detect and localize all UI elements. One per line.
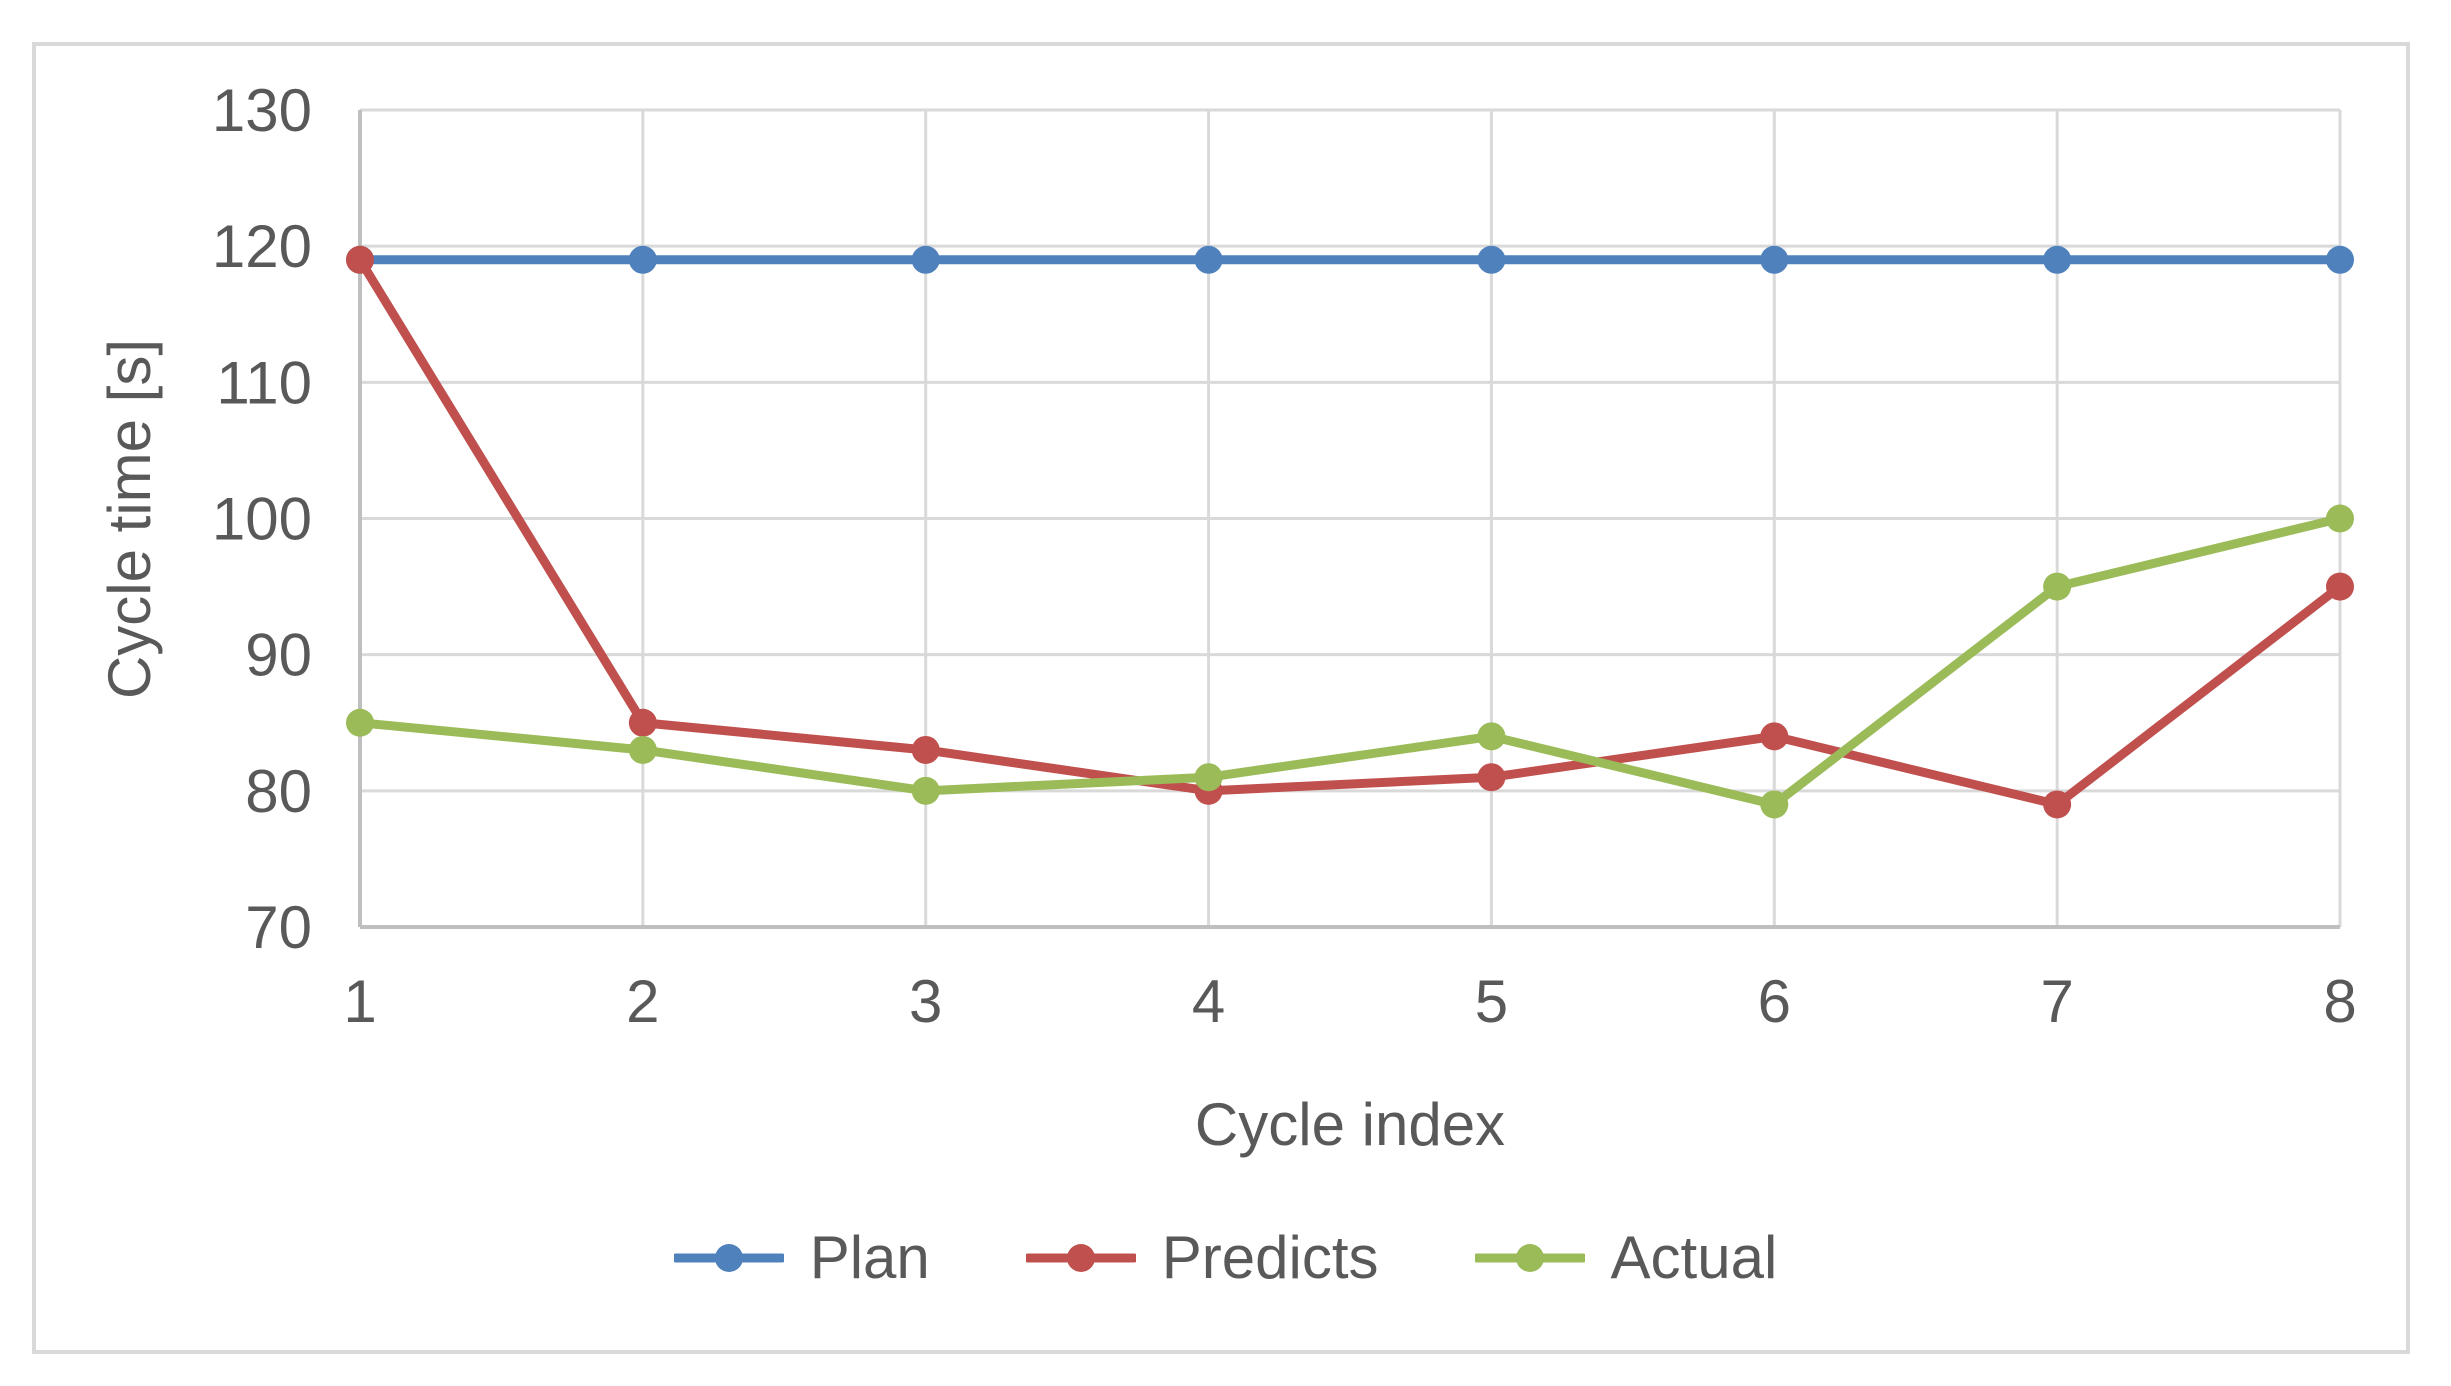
x-tick-label-1: 1 xyxy=(343,968,376,1035)
marker-actual-3 xyxy=(911,776,940,805)
series-layer xyxy=(346,245,2354,819)
marker-predicts-1 xyxy=(346,245,374,274)
marker-predicts-6 xyxy=(1760,722,1789,751)
x-tick-label-3: 3 xyxy=(909,968,942,1035)
legend-item-actual: Actual xyxy=(1474,1224,1778,1291)
legend-dot-actual xyxy=(1515,1244,1544,1272)
marker-plan-8 xyxy=(2326,245,2354,274)
legend-label-actual: Actual xyxy=(1610,1224,1778,1291)
y-tick-label-120: 120 xyxy=(212,213,312,280)
marker-plan-6 xyxy=(1760,245,1789,274)
x-tick-label-8: 8 xyxy=(2323,968,2356,1035)
y-axis-title: Cycle time [s] xyxy=(96,339,163,699)
x-axis-title: Cycle index xyxy=(1195,1091,1505,1158)
chart-legend: Plan Predicts Actual xyxy=(0,1228,2451,1288)
legend-marker-actual-icon xyxy=(1474,1244,1585,1272)
y-tick-label-110: 110 xyxy=(216,349,312,416)
marker-actual-4 xyxy=(1194,763,1223,792)
x-tick-label-6: 6 xyxy=(1758,968,1791,1035)
y-tick-label-70: 70 xyxy=(245,894,312,961)
y-tick-label-80: 80 xyxy=(245,758,312,825)
marker-actual-1 xyxy=(346,708,374,737)
marker-predicts-2 xyxy=(628,708,657,737)
marker-actual-5 xyxy=(1477,722,1506,751)
legend-label-predicts: Predicts xyxy=(1161,1224,1379,1291)
marker-plan-4 xyxy=(1194,245,1223,274)
marker-predicts-8 xyxy=(2326,572,2354,601)
y-tick-label-130: 130 xyxy=(212,77,312,144)
marker-actual-2 xyxy=(628,735,657,764)
x-tick-label-2: 2 xyxy=(626,968,659,1035)
y-tick-label-100: 100 xyxy=(212,486,312,553)
x-axis-tick-labels: 1 2 3 4 5 6 7 8 xyxy=(343,968,2356,1035)
marker-predicts-5 xyxy=(1477,763,1506,792)
marker-actual-8 xyxy=(2326,504,2354,533)
x-tick-label-7: 7 xyxy=(2040,968,2073,1035)
legend-item-plan: Plan xyxy=(673,1224,930,1291)
legend-marker-predicts-icon xyxy=(1025,1244,1136,1272)
marker-actual-7 xyxy=(2043,572,2072,601)
legend-label-plan: Plan xyxy=(809,1224,930,1291)
marker-predicts-7 xyxy=(2043,790,2072,819)
marker-predicts-3 xyxy=(911,735,940,764)
legend-item-predicts: Predicts xyxy=(1025,1224,1379,1291)
legend-marker-plan-icon xyxy=(673,1244,784,1272)
marker-plan-2 xyxy=(628,245,657,274)
legend-dot-predicts xyxy=(1066,1244,1095,1272)
marker-actual-6 xyxy=(1760,790,1789,819)
y-tick-label-90: 90 xyxy=(245,622,312,689)
series-line-actual xyxy=(355,514,2345,809)
x-tick-label-4: 4 xyxy=(1192,968,1225,1035)
legend-dot-plan xyxy=(714,1244,743,1272)
marker-plan-7 xyxy=(2043,245,2072,274)
marker-plan-5 xyxy=(1477,245,1506,274)
x-tick-label-5: 5 xyxy=(1475,968,1508,1035)
marker-plan-3 xyxy=(911,245,940,274)
y-axis-tick-labels: 70 80 90 100 110 120 130 xyxy=(212,77,312,961)
series-line-predicts xyxy=(355,255,2345,809)
